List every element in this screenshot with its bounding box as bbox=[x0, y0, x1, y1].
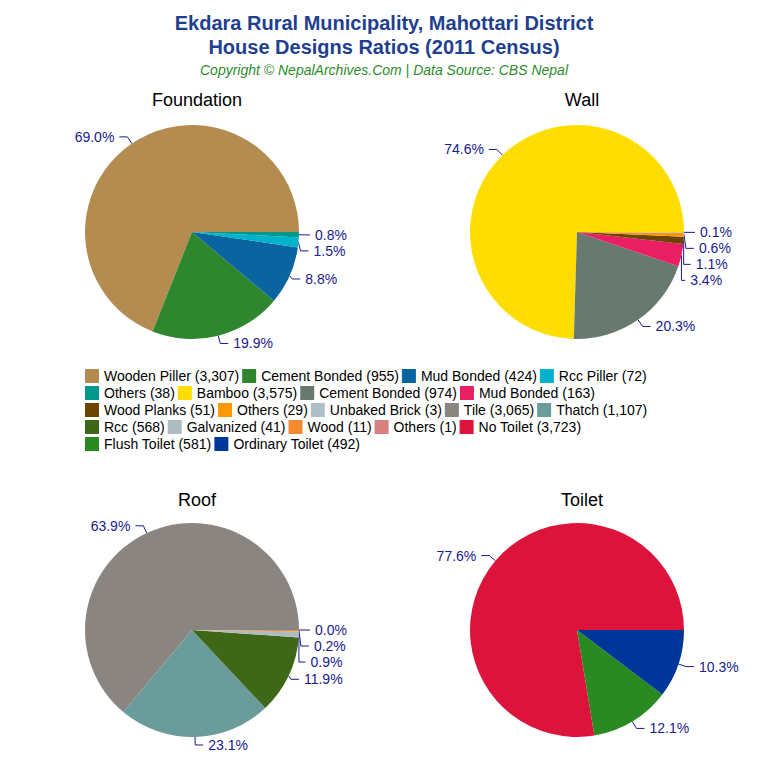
svg-text:Others (29): Others (29) bbox=[237, 402, 308, 418]
svg-text:11.9%: 11.9% bbox=[304, 671, 343, 687]
svg-text:Copyright © NepalArchives.Com: Copyright © NepalArchives.Com | Data Sou… bbox=[200, 62, 569, 78]
svg-text:Foundation: Foundation bbox=[152, 90, 242, 110]
svg-text:Rcc Piller (72): Rcc Piller (72) bbox=[559, 368, 647, 384]
svg-text:Others (38): Others (38) bbox=[104, 385, 175, 401]
svg-text:Wood Planks (51): Wood Planks (51) bbox=[104, 402, 215, 418]
svg-text:Tile (3,065): Tile (3,065) bbox=[464, 402, 534, 418]
svg-text:12.1%: 12.1% bbox=[649, 720, 689, 736]
svg-text:Wood (11): Wood (11) bbox=[308, 419, 372, 435]
svg-text:3.4%: 3.4% bbox=[690, 272, 722, 288]
svg-text:Flush Toilet (581): Flush Toilet (581) bbox=[104, 436, 211, 452]
svg-text:63.9%: 63.9% bbox=[91, 518, 131, 534]
svg-text:Galvanized (41): Galvanized (41) bbox=[187, 419, 286, 435]
svg-text:Ordinary Toilet (492): Ordinary Toilet (492) bbox=[233, 436, 360, 452]
svg-text:Roof: Roof bbox=[178, 490, 217, 510]
svg-text:Rcc (568): Rcc (568) bbox=[104, 419, 165, 435]
svg-text:0.6%: 0.6% bbox=[699, 240, 731, 256]
svg-text:0.9%: 0.9% bbox=[310, 654, 342, 670]
svg-text:0.0%: 0.0% bbox=[315, 622, 347, 638]
svg-text:Unbaked Brick (3): Unbaked Brick (3) bbox=[330, 402, 442, 418]
svg-text:10.3%: 10.3% bbox=[699, 659, 739, 675]
svg-text:Wall: Wall bbox=[565, 90, 599, 110]
svg-text:Others (1): Others (1) bbox=[394, 419, 457, 435]
svg-text:0.2%: 0.2% bbox=[314, 638, 346, 654]
svg-text:Toilet: Toilet bbox=[561, 490, 603, 510]
svg-text:19.9%: 19.9% bbox=[233, 335, 273, 351]
svg-text:No Toilet (3,723): No Toilet (3,723) bbox=[479, 419, 581, 435]
svg-text:Wooden Piller (3,307): Wooden Piller (3,307) bbox=[104, 368, 239, 384]
svg-text:Mud Bonded (424): Mud Bonded (424) bbox=[421, 368, 537, 384]
svg-text:Cement Bonded (974): Cement Bonded (974) bbox=[319, 385, 457, 401]
svg-text:Mud Bonded (163): Mud Bonded (163) bbox=[479, 385, 595, 401]
svg-text:Cement Bonded (955): Cement Bonded (955) bbox=[261, 368, 399, 384]
svg-text:1.5%: 1.5% bbox=[313, 243, 345, 259]
svg-text:0.8%: 0.8% bbox=[315, 227, 347, 243]
svg-text:Thatch (1,107): Thatch (1,107) bbox=[556, 402, 647, 418]
svg-text:0.1%: 0.1% bbox=[700, 224, 732, 240]
svg-text:69.0%: 69.0% bbox=[75, 129, 115, 145]
svg-text:74.6%: 74.6% bbox=[444, 141, 484, 157]
svg-text:77.6%: 77.6% bbox=[437, 548, 477, 564]
svg-text:8.8%: 8.8% bbox=[305, 271, 337, 287]
svg-text:House Designs Ratios (2011 Cen: House Designs Ratios (2011 Census) bbox=[208, 36, 559, 58]
svg-text:23.1%: 23.1% bbox=[208, 737, 248, 753]
svg-text:20.3%: 20.3% bbox=[656, 318, 696, 334]
svg-text:1.1%: 1.1% bbox=[696, 256, 728, 272]
svg-text:Ekdara Rural Municipality, Mah: Ekdara Rural Municipality, Mahottari Dis… bbox=[175, 12, 594, 34]
svg-text:Bamboo (3,575): Bamboo (3,575) bbox=[197, 385, 297, 401]
